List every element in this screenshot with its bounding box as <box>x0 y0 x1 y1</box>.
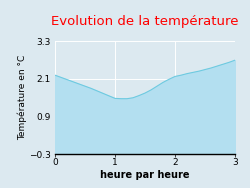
Text: Evolution de la température: Evolution de la température <box>51 15 239 28</box>
Y-axis label: Température en °C: Température en °C <box>18 55 28 140</box>
X-axis label: heure par heure: heure par heure <box>100 170 190 180</box>
